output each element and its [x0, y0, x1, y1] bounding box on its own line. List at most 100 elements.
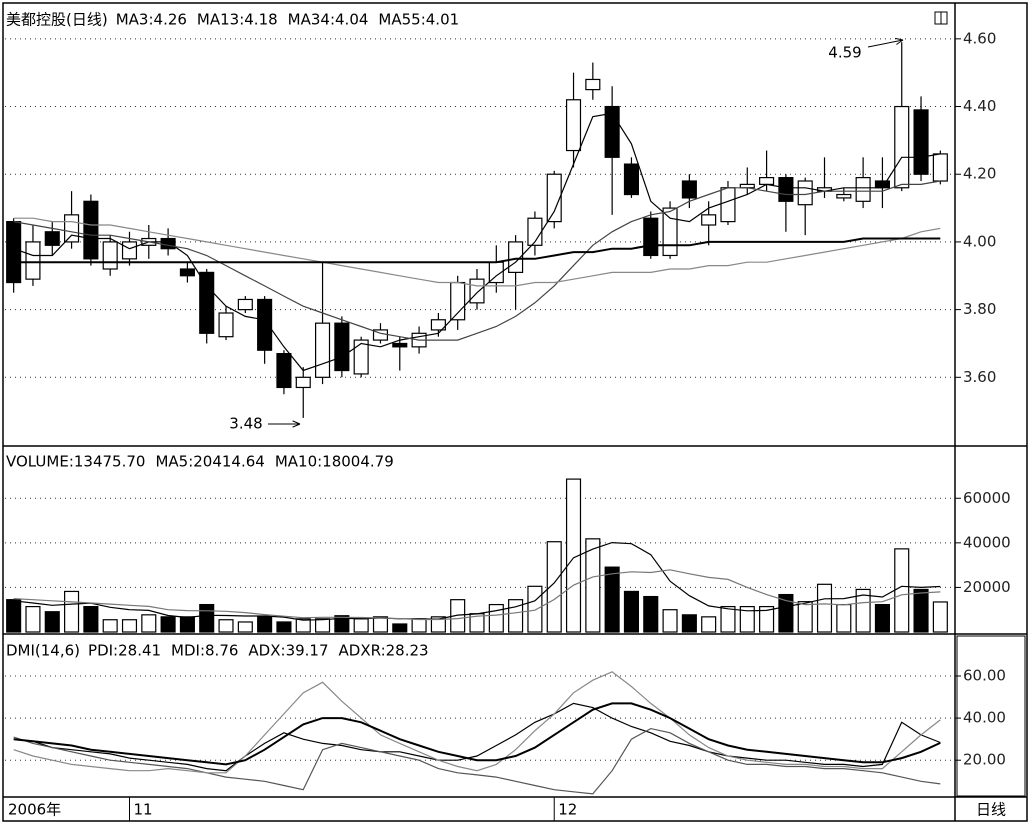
- candle-body: [836, 193, 852, 199]
- y-tick-label: 4.60: [963, 29, 996, 47]
- volume-bar: [83, 605, 99, 633]
- candle-body: [797, 180, 813, 206]
- candle-body: [353, 339, 369, 375]
- legend-entry: MA3:4.26: [116, 11, 187, 29]
- legend-entry: MA5:20414.64: [155, 453, 264, 471]
- volume-bar: [565, 478, 582, 633]
- volume-bar: [372, 616, 389, 633]
- volume-bar: [508, 599, 524, 633]
- legend-entry: ADXR:28.23: [339, 642, 429, 660]
- y-tick-label: 60000: [963, 489, 1011, 507]
- candle-body: [469, 278, 485, 304]
- volume-bar: [604, 566, 620, 633]
- volume-bar: [141, 614, 157, 633]
- candle-body: [160, 237, 176, 250]
- volume-bar: [218, 619, 234, 633]
- volume-bar: [392, 623, 408, 633]
- candle-body: [932, 153, 948, 182]
- volume-bar: [720, 605, 736, 633]
- y-tick-label: 20000: [963, 578, 1011, 596]
- candle-body: [121, 241, 138, 260]
- volume-bar: [450, 599, 466, 633]
- legend-entry: ADX:39.17: [248, 642, 328, 660]
- volume-bar: [546, 541, 562, 633]
- volume-bar: [739, 605, 755, 633]
- x-tick-label: 11: [133, 801, 152, 819]
- x-axis-label: 日线: [976, 801, 1006, 819]
- volume-bar: [353, 618, 369, 633]
- line-series: [13, 217, 941, 287]
- y-tick-label: 3.80: [963, 300, 996, 318]
- arrow-head: [895, 37, 904, 45]
- volume-bar: [276, 621, 292, 633]
- volume-bar: [797, 601, 813, 633]
- line-series: [13, 569, 941, 621]
- x-tick-label: 12: [558, 801, 577, 819]
- volume-bar: [44, 611, 60, 633]
- volume-bar: [643, 595, 659, 633]
- candle-body: [430, 319, 446, 331]
- candle-body: [450, 281, 466, 321]
- candle-body: [643, 217, 659, 257]
- legend-entry: MDI:8.76: [171, 642, 238, 660]
- y-tick-label: 40000: [963, 533, 1011, 551]
- y-tick-label: 3.60: [963, 368, 996, 386]
- candle-body: [681, 180, 697, 199]
- line-series: [13, 112, 941, 372]
- candle-body: [83, 200, 99, 260]
- line-series: [13, 727, 941, 795]
- volume-bar: [6, 599, 22, 633]
- candle-body: [44, 231, 60, 246]
- line-series: [13, 180, 941, 341]
- candle-body: [179, 268, 195, 277]
- line-series: [13, 237, 941, 264]
- volume-bar: [102, 619, 118, 633]
- volume-bar: [894, 548, 910, 633]
- volume-bar: [874, 603, 890, 633]
- volume-bar: [411, 618, 427, 633]
- volume-bar: [816, 583, 833, 633]
- volume-bar: [585, 538, 601, 633]
- volume-bar: [315, 618, 331, 633]
- y-tick-label: 4.20: [963, 165, 996, 183]
- line-series: [13, 702, 941, 766]
- volume-bar: [179, 616, 195, 633]
- volume-bar: [778, 593, 794, 633]
- candle-body: [565, 99, 582, 152]
- plot-layer: 3.60 3.80 4.00 4.20 4.40 4.60 美都控股(日线) MA3:4.26…: [5, 11, 1011, 821]
- candle-body: [315, 322, 331, 378]
- legend-entry: PDI:28.41: [88, 642, 161, 660]
- candle-body: [546, 173, 562, 223]
- volume-bar: [295, 618, 311, 633]
- volume-bar: [623, 590, 639, 633]
- candle-body: [759, 177, 775, 185]
- line-series: [13, 541, 941, 621]
- volume-bar: [199, 603, 215, 633]
- legend-entry: MA13:4.18: [197, 11, 278, 29]
- candle-body: [662, 207, 678, 257]
- y-tick-label: 4.40: [963, 97, 996, 115]
- candle-body: [855, 177, 871, 202]
- volume-bar: [488, 603, 504, 633]
- candle-body: [334, 322, 350, 372]
- volume-bar: [25, 605, 41, 633]
- candle-body: [623, 163, 639, 196]
- panel-title: DMI(14,6): [6, 642, 80, 660]
- x-tick-label: 2006年: [8, 801, 61, 819]
- candle-body: [25, 241, 41, 280]
- legend-entry: MA55:4.01: [378, 11, 459, 29]
- annotation: 4.59: [828, 44, 861, 62]
- axis-box: [956, 635, 1026, 797]
- y-tick-label: 20.00: [963, 751, 1006, 769]
- candle-body: [257, 298, 273, 351]
- panel-title: 美都控股(日线): [6, 11, 108, 29]
- candle-body: [392, 342, 408, 348]
- y-tick-label: 40.00: [963, 709, 1006, 727]
- candle-body: [276, 353, 292, 389]
- candle-body: [199, 271, 215, 334]
- candle-body: [778, 177, 794, 202]
- line-series: [13, 671, 941, 774]
